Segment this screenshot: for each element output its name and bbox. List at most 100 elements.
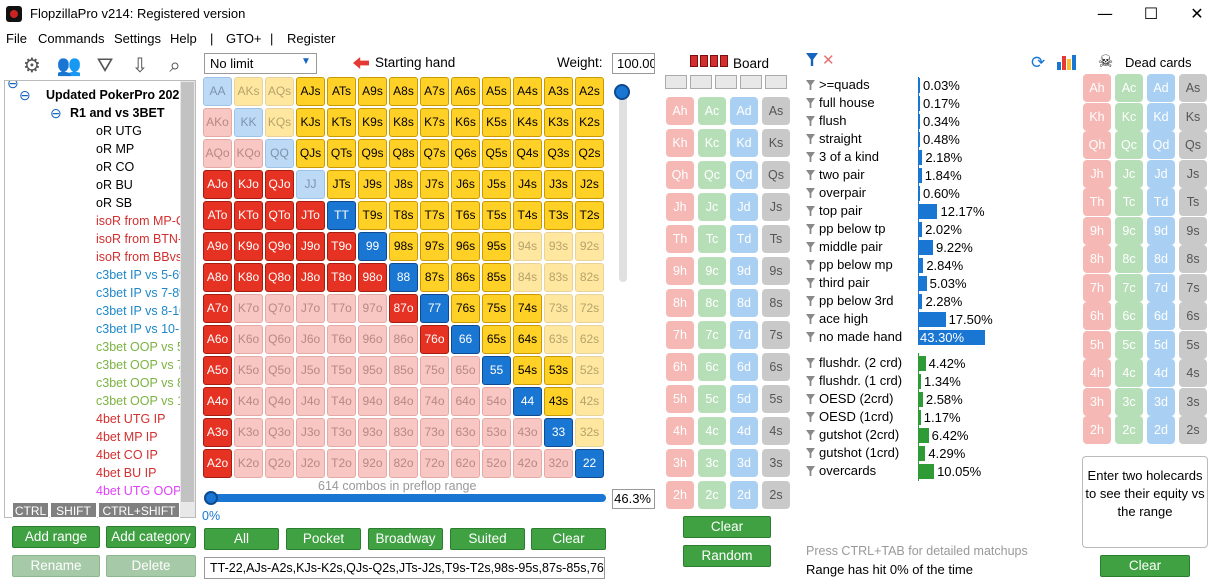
hand-cell[interactable]: K9s: [358, 108, 387, 137]
dead-card[interactable]: 6c: [1115, 302, 1143, 330]
stat-row[interactable]: flush: [806, 113, 846, 131]
hand-cell[interactable]: 82s: [575, 263, 604, 292]
hand-cell[interactable]: AA: [203, 77, 232, 106]
hand-cell[interactable]: 54s: [513, 356, 542, 385]
hand-cell[interactable]: 84o: [389, 387, 418, 416]
board-card[interactable]: 3c: [698, 449, 726, 477]
board-card[interactable]: 3h: [666, 449, 694, 477]
tree-item[interactable]: 4bet UTG OOP: [96, 484, 182, 498]
board-card[interactable]: 8h: [666, 289, 694, 317]
board-card[interactable]: 6c: [698, 353, 726, 381]
board-card[interactable]: 5c: [698, 385, 726, 413]
hand-cell[interactable]: QQ: [265, 139, 294, 168]
board-card[interactable]: 7h: [666, 321, 694, 349]
dead-card[interactable]: 2d: [1147, 416, 1175, 444]
dead-card[interactable]: Ah: [1083, 74, 1111, 102]
dead-card[interactable]: 3s: [1179, 387, 1207, 416]
hand-cell[interactable]: 92o: [358, 449, 387, 478]
board-card[interactable]: Jd: [730, 193, 758, 221]
broadway-button[interactable]: Broadway: [368, 528, 443, 550]
board-card[interactable]: Td: [730, 225, 758, 253]
board-card[interactable]: 4c: [698, 417, 726, 445]
clear-filter-icon[interactable]: ✕: [822, 51, 835, 69]
filter-icon[interactable]: [806, 53, 818, 66]
filter-icon[interactable]: [806, 358, 815, 368]
filter-icon[interactable]: [806, 430, 815, 440]
filter-icon[interactable]: [806, 134, 815, 144]
hand-cell[interactable]: T2s: [575, 201, 604, 230]
dead-card[interactable]: Qd: [1147, 131, 1175, 159]
dead-card[interactable]: Jd: [1147, 159, 1175, 188]
tree-item[interactable]: 4bet BU IP: [96, 466, 157, 480]
board-card[interactable]: Ts: [762, 225, 790, 253]
hand-cell[interactable]: KJs: [296, 108, 325, 137]
hand-cell[interactable]: 72s: [575, 294, 604, 323]
hand-cell[interactable]: 52o: [482, 449, 511, 478]
board-card[interactable]: 9h: [666, 257, 694, 285]
hand-cell[interactable]: K4o: [234, 387, 263, 416]
board-card[interactable]: 2h: [666, 481, 694, 509]
hand-cell[interactable]: 63o: [451, 418, 480, 447]
hand-cell[interactable]: T5s: [482, 201, 511, 230]
filter-icon[interactable]: [806, 98, 815, 108]
hand-cell[interactable]: 95s: [482, 232, 511, 261]
board-card[interactable]: 4d: [730, 417, 758, 445]
refresh-icon[interactable]: ⟳: [1031, 53, 1046, 73]
dead-card[interactable]: 7h: [1083, 273, 1111, 302]
board-card[interactable]: Th: [666, 225, 694, 253]
hand-cell[interactable]: K6s: [451, 108, 480, 137]
board-card[interactable]: 4s: [762, 417, 790, 445]
hand-cell[interactable]: Q7o: [265, 294, 294, 323]
hand-cell[interactable]: A7o: [203, 294, 232, 323]
board-card[interactable]: Tc: [698, 225, 726, 253]
hand-cell[interactable]: A8o: [203, 263, 232, 292]
hand-cell[interactable]: ATo: [203, 201, 232, 230]
hand-cell[interactable]: T5o: [327, 356, 356, 385]
filter-icon[interactable]: ⛛: [96, 53, 114, 77]
hand-cell[interactable]: 97o: [358, 294, 387, 323]
dead-card[interactable]: Jc: [1115, 159, 1143, 188]
filter-icon[interactable]: [806, 116, 815, 126]
dead-card[interactable]: Qs: [1179, 131, 1207, 159]
dead-card[interactable]: 2c: [1115, 416, 1143, 444]
hand-cell[interactable]: 97s: [420, 232, 449, 261]
hand-cell[interactable]: A2o: [203, 449, 232, 478]
hand-cell[interactable]: Q5s: [482, 139, 511, 168]
hand-cell[interactable]: J4s: [513, 170, 542, 199]
hand-cell[interactable]: 66: [451, 325, 480, 354]
hand-cell[interactable]: 76o: [420, 325, 449, 354]
dead-card[interactable]: 3h: [1083, 387, 1111, 416]
tree-item[interactable]: c3bet IP vs 10-15: [96, 322, 194, 336]
back-arrow-icon[interactable]: [353, 57, 369, 69]
hand-cell[interactable]: T9o: [327, 232, 356, 261]
tree-item[interactable]: oR UTG: [96, 124, 142, 138]
stat-row[interactable]: overpair: [806, 185, 866, 203]
dead-card[interactable]: 4s: [1179, 359, 1207, 387]
dead-card[interactable]: Ad: [1147, 74, 1175, 102]
stat-row[interactable]: pp below mp: [806, 257, 893, 275]
hand-cell[interactable]: 44: [513, 387, 542, 416]
hand-cell[interactable]: A6s: [451, 77, 480, 106]
tree-item[interactable]: 4bet MP IP: [96, 430, 158, 444]
hand-cell[interactable]: K3o: [234, 418, 263, 447]
hand-cell[interactable]: 73o: [420, 418, 449, 447]
board-card[interactable]: 6d: [730, 353, 758, 381]
hand-cell[interactable]: QTs: [327, 139, 356, 168]
dead-card[interactable]: Ks: [1179, 102, 1207, 131]
tree-item[interactable]: oR SB: [96, 196, 133, 210]
dead-card[interactable]: 9d: [1147, 216, 1175, 245]
hand-cell[interactable]: 65o: [451, 356, 480, 385]
tree-item[interactable]: isoR from BBvsS: [96, 250, 191, 264]
stat-row[interactable]: 3 of a kind: [806, 149, 879, 167]
board-slot[interactable]: [765, 75, 787, 89]
stat-row[interactable]: two pair: [806, 167, 865, 185]
hand-cell[interactable]: 83s: [544, 263, 573, 292]
hand-cell[interactable]: 94o: [358, 387, 387, 416]
board-card[interactable]: Kc: [698, 129, 726, 157]
stat-row[interactable]: pp below 3rd: [806, 293, 893, 311]
hand-cell[interactable]: Q4s: [513, 139, 542, 168]
hand-cell[interactable]: J2o: [296, 449, 325, 478]
dead-card[interactable]: 6h: [1083, 302, 1111, 330]
hand-cell[interactable]: KQo: [234, 139, 263, 168]
hand-cell[interactable]: TT: [327, 201, 356, 230]
